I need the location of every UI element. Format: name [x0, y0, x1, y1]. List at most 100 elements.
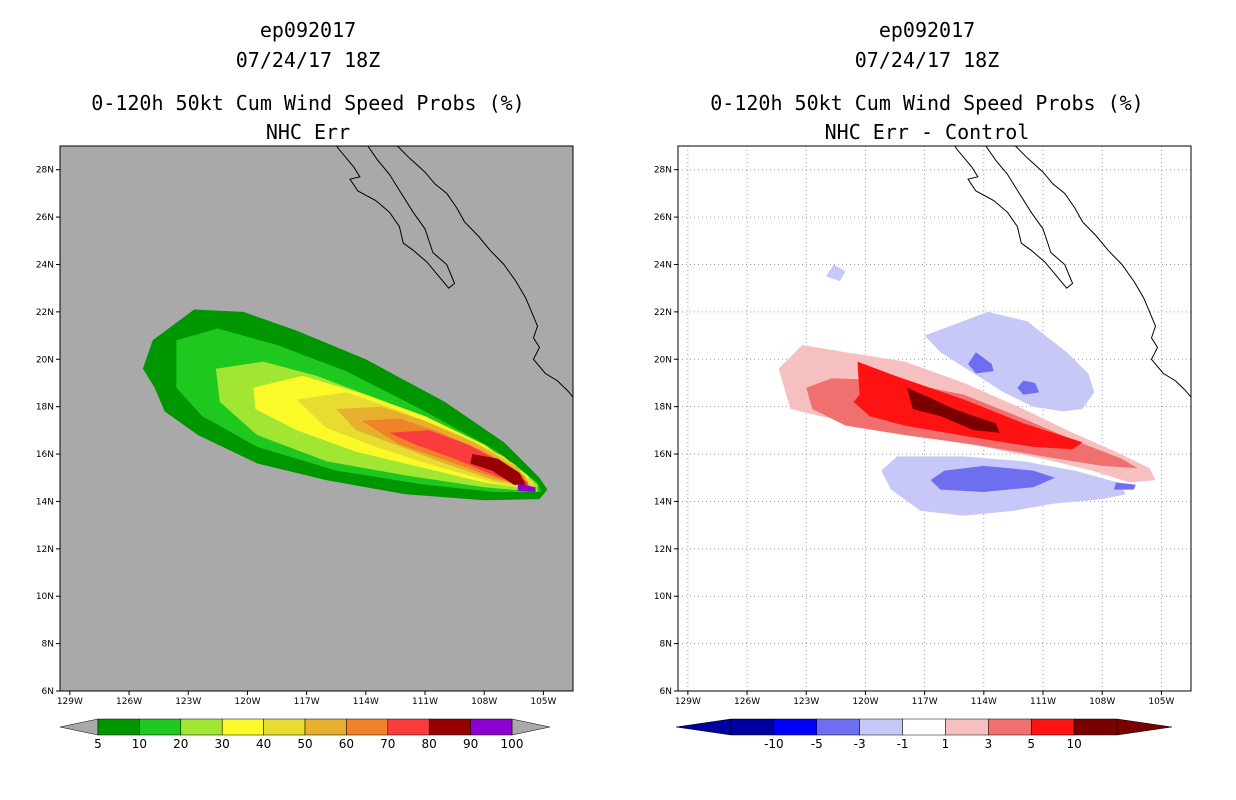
colorbar-swatch [470, 718, 513, 736]
colorbar-label: 90 [463, 737, 478, 751]
left-panel: ep092017 07/24/17 18Z 0-120h 50kt Cum Wi… [36, 18, 574, 751]
colorbar-label: 10 [1066, 737, 1081, 751]
colorbar-label: 1 [942, 737, 950, 751]
left-axis-ticks: 129W 126W 123W 120W 117W 114W 111W 108W 105W 6N 8N… [36, 166, 557, 707]
colorbar-label: 20 [173, 737, 188, 751]
y-tick-label: 24N [36, 260, 54, 270]
x-tick-label: 111W [412, 697, 438, 707]
colorbar-swatch [988, 718, 1032, 736]
colorbar-swatch [221, 718, 264, 736]
colorbar-label: 40 [256, 737, 271, 751]
right-title-storm-id: ep092017 [879, 18, 975, 42]
contour--3d [1114, 482, 1136, 490]
contour--1c [826, 264, 846, 282]
left-title-date: 07/24/17 18Z [236, 48, 381, 72]
contour--1 [924, 311, 1095, 412]
colorbar-label: 70 [380, 737, 395, 751]
y-tick-label: 12N [36, 545, 54, 555]
x-tick-label: 126W [116, 697, 142, 707]
y-tick-label: 28N [36, 166, 54, 176]
y-tick-label: 8N [660, 640, 672, 650]
colorbar-label: -3 [854, 737, 866, 751]
mainland-coastline [1014, 146, 1191, 398]
x-tick-label: 108W [1089, 697, 1115, 707]
contour-90 [517, 483, 536, 492]
x-tick-label: 105W [1148, 697, 1174, 707]
right-title-date: 07/24/17 18Z [855, 48, 1000, 72]
y-tick-label: 22N [654, 308, 672, 318]
y-tick-label: 22N [36, 308, 54, 318]
y-tick-label: 10N [36, 592, 54, 602]
colorbar-swatch [1030, 718, 1075, 736]
colorbar-high-triangle [511, 718, 551, 736]
colorbar-swatch [902, 718, 946, 736]
contour--3c [930, 465, 1055, 492]
x-tick-label: 129W [675, 697, 701, 707]
colorbar-label: 30 [215, 737, 230, 751]
y-tick-label: 10N [654, 592, 672, 602]
right-axis-ticks: 129W 126W 123W 120W 117W 114W 111W 108W 105W 6N 8N… [654, 166, 1175, 707]
contour-5 [853, 361, 1083, 450]
colorbar-label: 100 [501, 737, 524, 751]
baja-coastline [954, 146, 1074, 289]
colorbar-swatch [263, 718, 306, 736]
colorbar-label: -1 [897, 737, 909, 751]
right-title-product: 0-120h 50kt Cum Wind Speed Probs (%) [710, 91, 1143, 115]
colorbar-swatch [730, 718, 775, 736]
x-tick-label: 114W [971, 697, 997, 707]
y-tick-label: 8N [42, 640, 54, 650]
y-tick-label: 6N [42, 687, 54, 697]
y-tick-label: 6N [660, 687, 672, 697]
colorbar-low-triangle [675, 718, 732, 736]
contour--3b [1017, 380, 1040, 395]
colorbar-swatch [945, 718, 989, 736]
left-contours [142, 309, 548, 501]
colorbar-label: 5 [94, 737, 102, 751]
y-tick-label: 16N [36, 450, 54, 460]
left-title-subtitle: NHC Err [266, 120, 350, 144]
colorbar-swatch [1073, 718, 1118, 736]
contour--3 [968, 352, 994, 374]
x-tick-label: 105W [530, 697, 556, 707]
y-tick-label: 18N [654, 403, 672, 413]
contour-70 [389, 430, 528, 488]
contour-10 [906, 387, 1000, 433]
colorbar-low-triangle [59, 718, 99, 736]
colorbar-high-triangle [1116, 718, 1173, 736]
colorbar-swatch [97, 718, 140, 736]
x-tick-label: 120W [234, 697, 260, 707]
right-coastline [954, 146, 1191, 398]
right-map-frame [677, 145, 1192, 692]
left-coastline [336, 146, 573, 398]
colorbar-swatch [139, 718, 182, 736]
baja-coastline [336, 146, 456, 289]
x-tick-label: 120W [852, 697, 878, 707]
x-tick-label: 126W [734, 697, 760, 707]
right-contours [778, 264, 1156, 516]
colorbar-label: 80 [422, 737, 437, 751]
x-tick-label: 129W [57, 697, 83, 707]
colorbar-swatch [346, 718, 389, 736]
x-tick-label: 117W [912, 697, 938, 707]
y-tick-label: 24N [654, 260, 672, 270]
colorbar-swatch [773, 718, 818, 736]
x-tick-label: 117W [294, 697, 320, 707]
x-tick-label: 111W [1030, 697, 1056, 707]
y-tick-label: 20N [36, 355, 54, 365]
contour-80 [470, 454, 526, 485]
x-tick-label: 123W [793, 697, 819, 707]
y-tick-label: 18N [36, 403, 54, 413]
x-tick-label: 114W [353, 697, 379, 707]
right-panel: ep092017 07/24/17 18Z 0-120h 50kt Cum Wi… [654, 18, 1192, 751]
colorbar-label: -5 [811, 737, 823, 751]
colorbar-swatch [859, 718, 903, 736]
colorbar-label: 3 [985, 737, 993, 751]
left-title-product: 0-120h 50kt Cum Wind Speed Probs (%) [91, 91, 524, 115]
colorbar-swatch [180, 718, 223, 736]
y-tick-label: 12N [654, 545, 672, 555]
x-tick-label: 123W [175, 697, 201, 707]
left-title-storm-id: ep092017 [260, 18, 356, 42]
y-tick-label: 16N [654, 450, 672, 460]
right-colorbar: -10 -5 -3 -1 1 3 5 10 [675, 718, 1173, 751]
